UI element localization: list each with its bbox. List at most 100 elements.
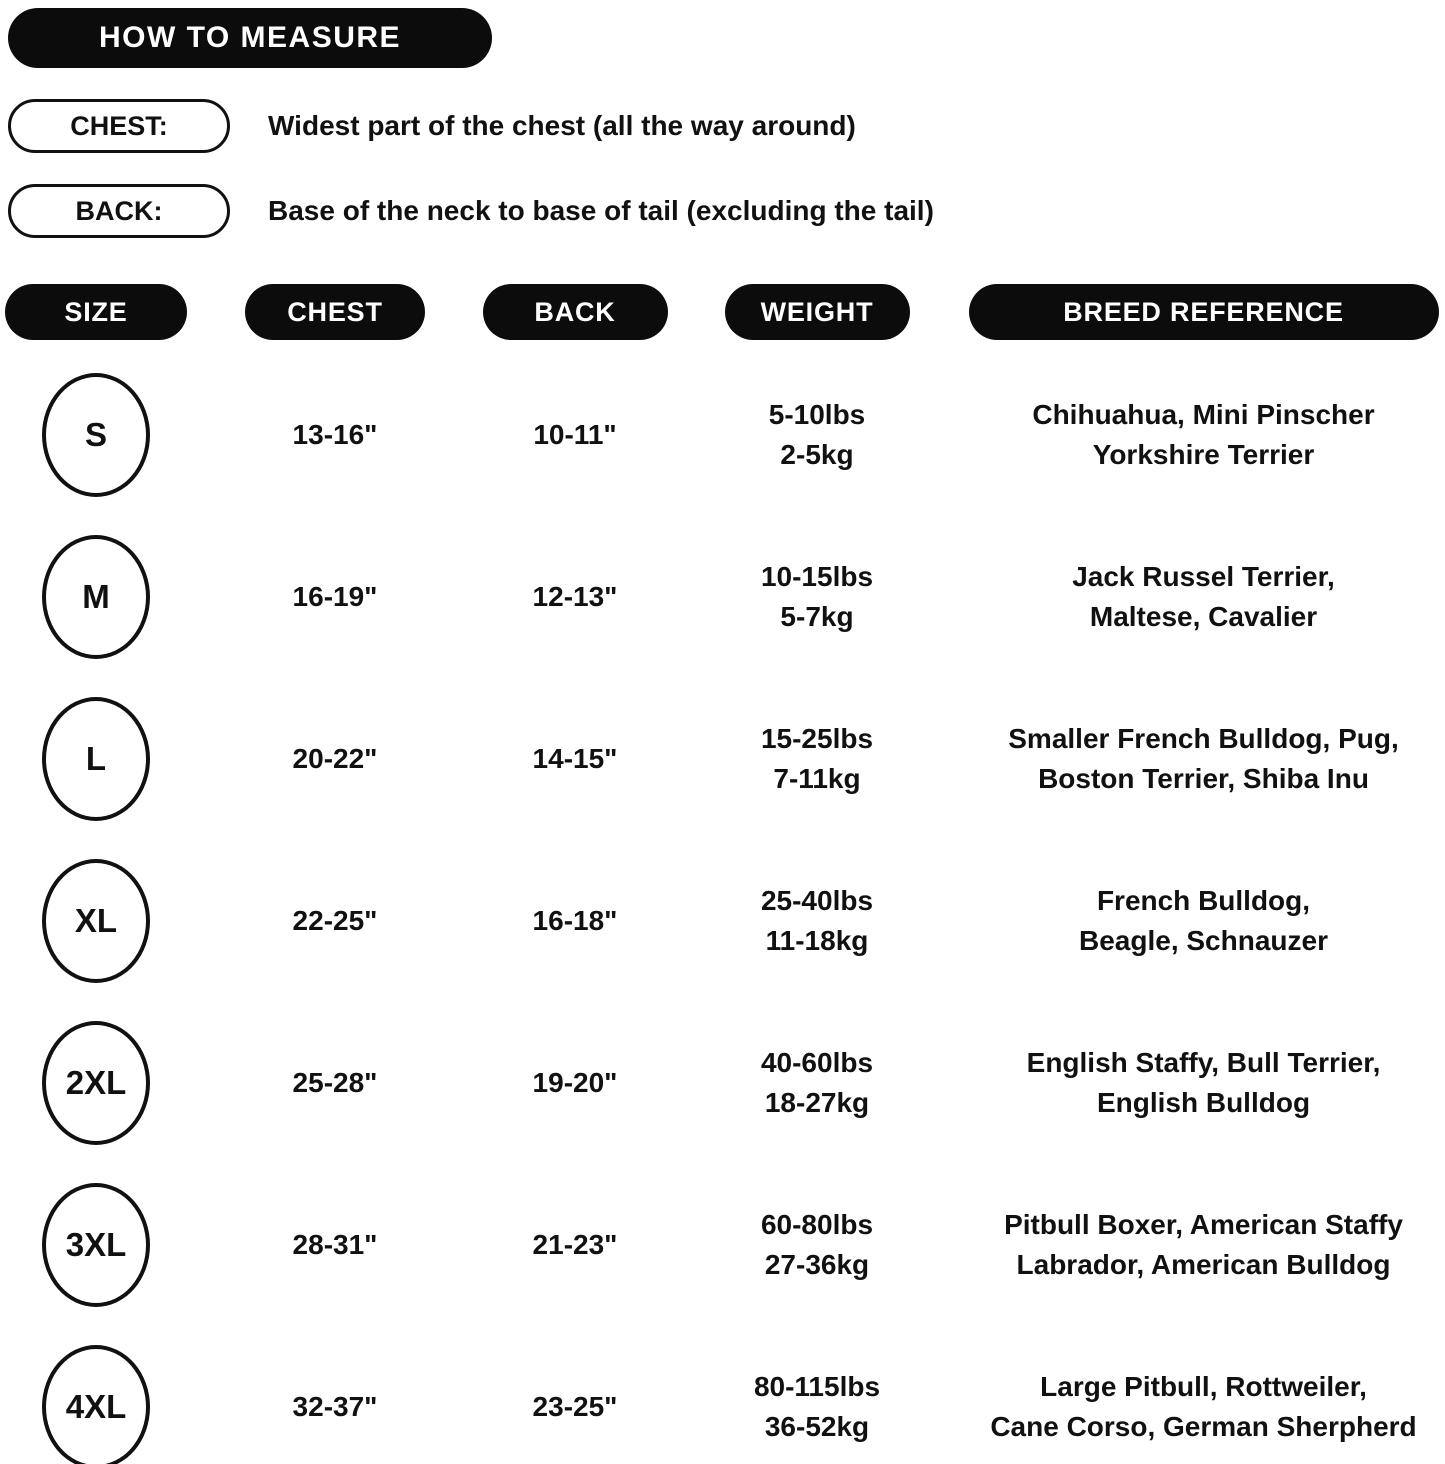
- column-header-breed-reference: BREED REFERENCE: [962, 284, 1445, 340]
- breed-line-1: Pitbull Boxer, American Staffy: [1004, 1209, 1403, 1240]
- how-to-measure-title: HOW TO MEASURE: [98, 21, 402, 54]
- chest-cell: 20-22": [192, 678, 478, 840]
- weight-kg-value: 5-7kg: [780, 601, 854, 632]
- weight-kg-value: 2-5kg: [780, 439, 854, 470]
- back-value: 12-13": [532, 581, 618, 612]
- chest-value: 32-37": [292, 1391, 378, 1422]
- breed-reference-cell: Chihuahua, Mini Pinscher Yorkshire Terri…: [962, 354, 1445, 516]
- chest-cell: 25-28": [192, 1002, 478, 1164]
- chest-cell: 28-31": [192, 1164, 478, 1326]
- back-column-pill: BACK: [482, 284, 668, 340]
- size-value: 4XL: [65, 1388, 127, 1425]
- weight-kg-value: 18-27kg: [764, 1087, 870, 1118]
- chest-label: CHEST:: [70, 110, 168, 141]
- chest-cell: 16-19": [192, 516, 478, 678]
- back-value: 16-18": [532, 905, 618, 936]
- breed-line-1: Jack Russel Terrier,: [1072, 561, 1335, 592]
- breed-line-2: English Bulldog: [1096, 1087, 1311, 1118]
- breed-reference-cell: Jack Russel Terrier, Maltese, Cavalier: [962, 516, 1445, 678]
- size-circle: L: [42, 697, 150, 821]
- column-header-size: SIZE: [0, 284, 192, 340]
- chest-value: 22-25": [292, 905, 378, 936]
- chest-column-pill: CHEST: [245, 284, 425, 340]
- size-chart-table: SIZE CHEST BACK WEIGHT BREED REFERENCE S…: [0, 284, 1445, 1464]
- weight-cell: 80-115lbs 36-52kg: [672, 1326, 962, 1464]
- back-cell: 12-13": [478, 516, 672, 678]
- back-label-pill: BACK:: [8, 184, 230, 238]
- back-measure-row: BACK: Base of the neck to base of tail (…: [8, 184, 1445, 238]
- weight-lbs-value: 25-40lbs: [760, 885, 874, 916]
- weight-kg-value: 27-36kg: [764, 1249, 870, 1280]
- weight-kg-value: 36-52kg: [764, 1411, 870, 1442]
- back-cell: 10-11": [478, 354, 672, 516]
- size-value: L: [85, 740, 107, 777]
- size-cell: 3XL: [0, 1164, 192, 1326]
- weight-cell: 10-15lbs 5-7kg: [672, 516, 962, 678]
- size-value: M: [82, 578, 110, 615]
- chest-measure-row: CHEST: Widest part of the chest (all the…: [8, 99, 1445, 153]
- back-cell: 14-15": [478, 678, 672, 840]
- breed-line-2: Labrador, American Bulldog: [1016, 1249, 1391, 1280]
- size-circle: S: [42, 373, 150, 497]
- weight-kg-value: 11-18kg: [765, 925, 869, 956]
- size-cell: XL: [0, 840, 192, 1002]
- breed-line-1: Smaller French Bulldog, Pug,: [1008, 723, 1399, 754]
- chest-cell: 22-25": [192, 840, 478, 1002]
- back-cell: 23-25": [478, 1326, 672, 1464]
- size-value: XL: [74, 902, 118, 939]
- column-header-weight: WEIGHT: [672, 284, 962, 340]
- weight-cell: 60-80lbs 27-36kg: [672, 1164, 962, 1326]
- breed-line-1: Chihuahua, Mini Pinscher: [1032, 399, 1375, 430]
- breed-reference-cell: Pitbull Boxer, American Staffy Labrador,…: [962, 1164, 1445, 1326]
- weight-kg-value: 7-11kg: [773, 763, 861, 794]
- chest-value: 13-16": [292, 419, 378, 450]
- chest-label-pill: CHEST:: [8, 99, 230, 153]
- weight-lbs-value: 15-25lbs: [760, 723, 874, 754]
- breed-reference-cell: Large Pitbull, Rottweiler, Cane Corso, G…: [962, 1326, 1445, 1464]
- weight-lbs-value: 10-15lbs: [760, 561, 874, 592]
- back-value: 14-15": [532, 743, 618, 774]
- back-value: 21-23": [532, 1229, 618, 1260]
- back-cell: 19-20": [478, 1002, 672, 1164]
- size-cell: L: [0, 678, 192, 840]
- size-cell: 2XL: [0, 1002, 192, 1164]
- back-description: Base of the neck to base of tail (exclud…: [268, 195, 934, 226]
- weight-column-pill: WEIGHT: [724, 284, 910, 340]
- chest-cell: 32-37": [192, 1326, 478, 1464]
- back-label: BACK:: [75, 195, 163, 226]
- size-circle: M: [42, 535, 150, 659]
- breed-reference-column-pill: BREED REFERENCE: [968, 284, 1439, 340]
- back-value: 19-20": [532, 1067, 618, 1098]
- weight-lbs-value: 60-80lbs: [760, 1209, 874, 1240]
- size-cell: M: [0, 516, 192, 678]
- weight-cell: 15-25lbs 7-11kg: [672, 678, 962, 840]
- column-header-back: BACK: [478, 284, 672, 340]
- how-to-measure-badge: HOW TO MEASURE: [8, 8, 492, 68]
- back-cell: 21-23": [478, 1164, 672, 1326]
- chest-value: 25-28": [292, 1067, 378, 1098]
- chest-value: 20-22": [292, 743, 378, 774]
- size-column-pill: SIZE: [5, 284, 187, 340]
- chest-cell: 13-16": [192, 354, 478, 516]
- weight-cell: 40-60lbs 18-27kg: [672, 1002, 962, 1164]
- back-value: 10-11": [533, 419, 617, 450]
- breed-line-2: Cane Corso, German Sherpherd: [990, 1411, 1417, 1442]
- breed-line-2: Beagle, Schnauzer: [1079, 925, 1328, 956]
- size-cell: S: [0, 354, 192, 516]
- breed-line-1: French Bulldog,: [1096, 885, 1311, 916]
- breed-reference-cell: Smaller French Bulldog, Pug, Boston Terr…: [962, 678, 1445, 840]
- column-header-chest: CHEST: [192, 284, 478, 340]
- size-value: S: [84, 416, 107, 453]
- size-cell: 4XL: [0, 1326, 192, 1464]
- chest-value: 28-31": [292, 1229, 378, 1260]
- back-value: 23-25": [532, 1391, 618, 1422]
- weight-lbs-value: 80-115lbs: [753, 1371, 881, 1402]
- weight-cell: 25-40lbs 11-18kg: [672, 840, 962, 1002]
- how-to-measure-section: HOW TO MEASURE CHEST: Widest part of the…: [0, 0, 1445, 238]
- size-circle: 3XL: [42, 1183, 150, 1307]
- size-value: 2XL: [65, 1064, 127, 1101]
- back-cell: 16-18": [478, 840, 672, 1002]
- weight-lbs-value: 5-10lbs: [768, 399, 866, 430]
- chest-description: Widest part of the chest (all the way ar…: [268, 110, 856, 141]
- size-value: 3XL: [65, 1226, 127, 1263]
